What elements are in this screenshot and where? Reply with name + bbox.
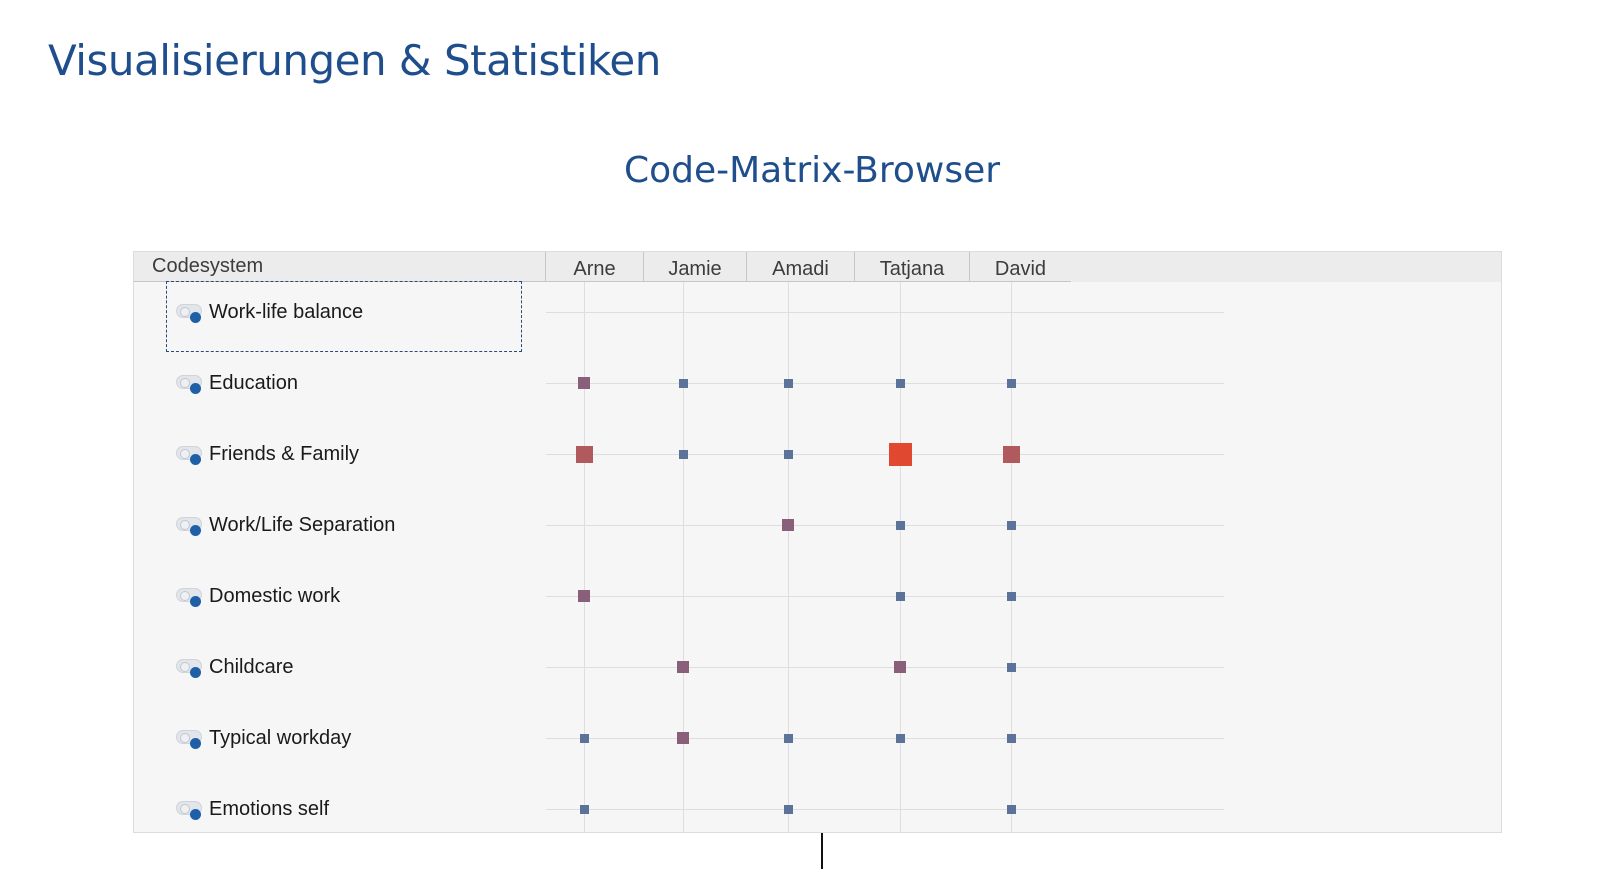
code-label: Work-life balance <box>209 301 364 323</box>
matrix-cell-symbol[interactable] <box>894 661 906 673</box>
grid-line-horizontal <box>546 525 1224 526</box>
code-toggle-icon <box>176 586 204 608</box>
grid-line-vertical <box>683 282 684 832</box>
column-header-amadi[interactable]: Amadi <box>746 252 854 282</box>
matrix-cell-symbol[interactable] <box>782 519 794 531</box>
matrix-cell-symbol[interactable] <box>895 520 905 530</box>
matrix-cell-symbol[interactable] <box>1006 733 1016 743</box>
matrix-cell-symbol[interactable] <box>783 378 793 388</box>
code-toggle-icon <box>176 302 204 324</box>
column-header-tatjana[interactable]: Tatjana <box>854 252 969 282</box>
code-matrix-browser[interactable]: Codesystem Arne Jamie Amadi Tatjana David Wo… <box>133 251 1502 833</box>
matrix-cell-symbol[interactable] <box>677 661 689 673</box>
grid-line-horizontal <box>546 312 1224 313</box>
matrix-cell-symbol[interactable] <box>1006 591 1016 601</box>
matrix-cell-symbol[interactable] <box>579 733 589 743</box>
code-toggle-icon <box>176 728 204 750</box>
code-label: Emotions self <box>209 798 330 820</box>
matrix-cell-symbol[interactable] <box>1006 804 1016 814</box>
text-cursor <box>821 833 823 869</box>
code-toggle-icon <box>176 444 204 466</box>
matrix-cell-symbol[interactable] <box>783 449 793 459</box>
grid-line-horizontal <box>546 596 1224 597</box>
matrix-header: Codesystem Arne Jamie Amadi Tatjana David <box>134 252 1501 282</box>
grid-line-horizontal <box>546 383 1224 384</box>
matrix-cell-symbol[interactable] <box>895 733 905 743</box>
grid-line-horizontal <box>546 454 1224 455</box>
matrix-cell-symbol[interactable] <box>783 804 793 814</box>
grid-line-vertical <box>584 282 585 832</box>
matrix-cell-symbol[interactable] <box>578 377 590 389</box>
matrix-cell-symbol[interactable] <box>895 378 905 388</box>
grid-line-horizontal <box>546 667 1224 668</box>
code-label: Typical workday <box>209 727 352 749</box>
grid-line-horizontal <box>546 738 1224 739</box>
matrix-cell-symbol[interactable] <box>579 804 589 814</box>
matrix-cell-symbol[interactable] <box>1006 378 1016 388</box>
code-label: Friends & Family <box>209 443 360 465</box>
grid-line-horizontal <box>546 809 1224 810</box>
column-header-arne[interactable]: Arne <box>545 252 643 282</box>
grid-line-vertical <box>1011 282 1012 832</box>
matrix-cell-symbol[interactable] <box>578 590 590 602</box>
code-label: Work/Life Separation <box>209 514 396 536</box>
matrix-cell-symbol[interactable] <box>575 445 593 463</box>
code-label: Domestic work <box>209 585 341 607</box>
code-label: Childcare <box>209 656 294 678</box>
matrix-cell-symbol[interactable] <box>1006 662 1016 672</box>
matrix-cell-symbol[interactable] <box>678 378 688 388</box>
code-toggle-icon <box>176 657 204 679</box>
code-label: Education <box>209 372 298 394</box>
grid-line-vertical <box>900 282 901 832</box>
matrix-cell-symbol[interactable] <box>1006 520 1016 530</box>
code-toggle-icon <box>176 799 204 821</box>
focus-outline <box>166 281 522 352</box>
matrix-cell-symbol[interactable] <box>888 442 912 466</box>
matrix-cell-symbol[interactable] <box>1002 445 1020 463</box>
column-header-jamie[interactable]: Jamie <box>643 252 746 282</box>
matrix-cell-symbol[interactable] <box>677 732 689 744</box>
code-toggle-icon <box>176 515 204 537</box>
matrix-cell-symbol[interactable] <box>678 449 688 459</box>
matrix-cell-symbol[interactable] <box>783 733 793 743</box>
codesystem-header[interactable]: Codesystem <box>152 255 264 277</box>
slide-subtitle: Code-Matrix-Browser <box>623 150 1001 191</box>
grid-line-vertical <box>788 282 789 832</box>
code-toggle-icon <box>176 373 204 395</box>
matrix-cell-symbol[interactable] <box>895 591 905 601</box>
column-header-david[interactable]: David <box>969 252 1071 282</box>
slide-title: Visualisierungen & Statistiken <box>48 36 661 85</box>
